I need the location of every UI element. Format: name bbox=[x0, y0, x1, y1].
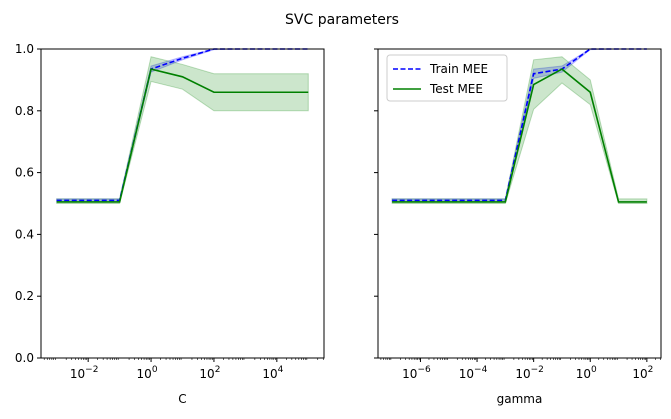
band-test-1 bbox=[56, 56, 309, 204]
axes-frame-2 bbox=[377, 48, 662, 359]
xaxis-label-2: gamma bbox=[497, 392, 543, 406]
ytick-label-1-5: 1.0 bbox=[15, 42, 34, 56]
legend-label-train: Train MEE bbox=[429, 62, 488, 76]
band-test-2 bbox=[391, 56, 648, 204]
ytick-label-1-1: 0.2 bbox=[15, 289, 34, 303]
axes-frame-1 bbox=[40, 48, 325, 359]
ytick-label-1-2: 0.4 bbox=[15, 227, 34, 241]
ytick-label-1-4: 0.8 bbox=[15, 104, 34, 118]
figure-title: SVC parameters bbox=[285, 12, 399, 28]
line-train-2 bbox=[392, 48, 647, 202]
legend: Train MEE Test MEE bbox=[386, 54, 508, 102]
xaxis-label-1: C bbox=[178, 392, 186, 406]
line-test-1 bbox=[56, 68, 309, 203]
ytick-label-1-0: 0.0 bbox=[15, 351, 34, 365]
legend-label-test: Test MEE bbox=[429, 82, 483, 96]
line-test-2 bbox=[392, 68, 647, 203]
ytick-label-1-3: 0.6 bbox=[15, 166, 34, 180]
